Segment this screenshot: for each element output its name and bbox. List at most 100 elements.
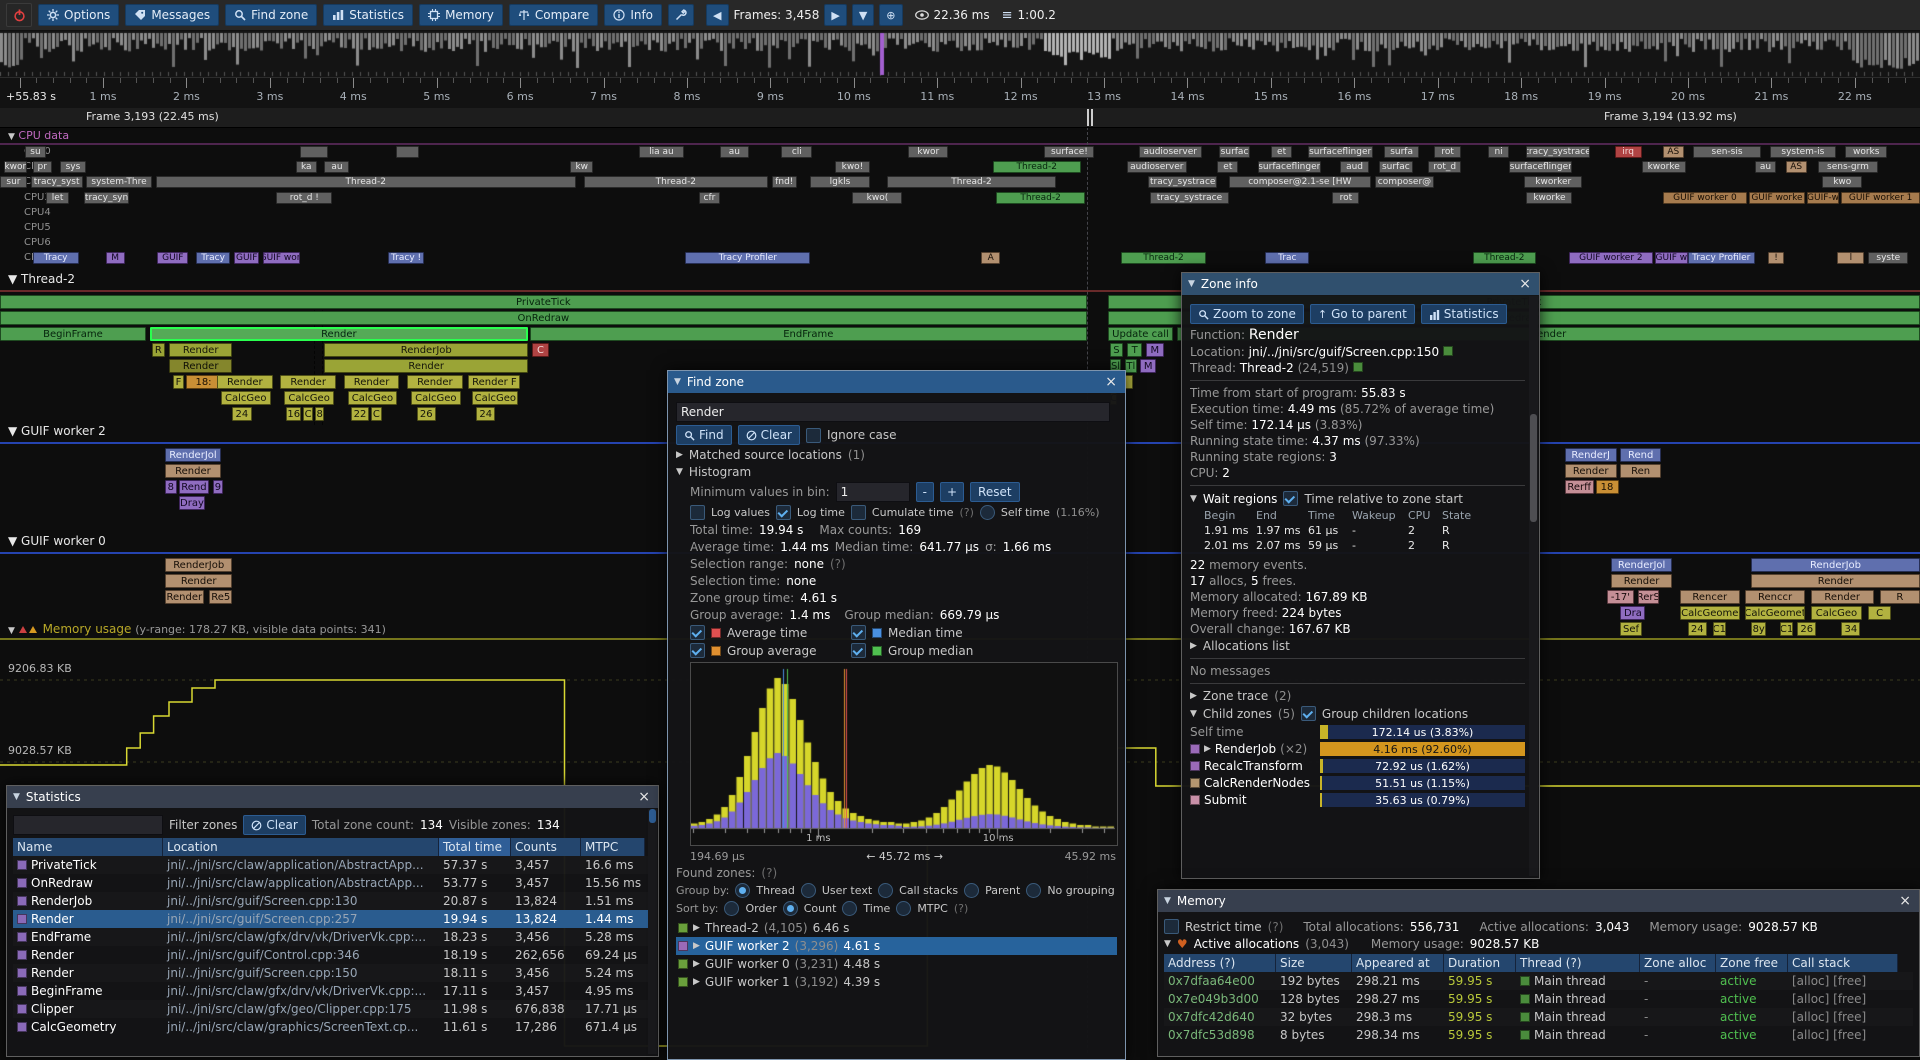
timeline-zone[interactable]: pr [32, 161, 52, 174]
timeline-zone[interactable]: et [1217, 161, 1239, 174]
child-zone-row[interactable]: Self time 172.14 us (3.83%) [1190, 724, 1525, 740]
frame-overview-strip[interactable] [0, 31, 1920, 78]
group-by-radio[interactable] [1026, 883, 1042, 898]
timeline-zone[interactable]: kwo( [852, 191, 903, 204]
stats-row[interactable]: RenderJob jni/../jni/src/guif/Screen.cpp:… [13, 892, 652, 910]
timeline-zone[interactable]: CalcGeo [220, 391, 271, 405]
timeline-zone[interactable]: GUIF worker 2 [1568, 252, 1654, 265]
bin-increase-button[interactable]: + [939, 482, 965, 502]
memory-column-header[interactable]: Address (?) [1164, 954, 1276, 972]
histogram-section-header[interactable]: ▼ Histogram [676, 465, 1117, 479]
timeline-zone[interactable]: surfac [1378, 161, 1414, 174]
timeline-zone[interactable]: M [1146, 343, 1164, 357]
timeline-zone[interactable]: et [1271, 146, 1293, 158]
timeline-zone[interactable]: 24 [232, 407, 252, 421]
timeline-zone[interactable]: -17' [1607, 590, 1634, 604]
timeline-zone[interactable]: 8y [1751, 622, 1767, 636]
sort-by-radio[interactable] [896, 901, 912, 916]
close-icon[interactable]: × [1105, 374, 1117, 390]
close-icon[interactable]: × [1519, 276, 1531, 292]
timeline-zone[interactable]: Update call [1107, 327, 1174, 341]
timeline-zone[interactable]: audioserver [1138, 146, 1202, 158]
timeline-zone[interactable]: A [981, 252, 1001, 265]
timeline-zone[interactable]: Tracy [32, 252, 79, 265]
timeline-zone[interactable]: au [720, 146, 749, 158]
scrollbar-thumb[interactable] [1530, 414, 1537, 522]
timeline-zone[interactable]: PrivateTick [0, 295, 1087, 309]
filter-zones-input[interactable] [13, 815, 163, 835]
child-zone-row[interactable]: CalcRenderNodes 51.51 us (1.15%) [1190, 775, 1525, 791]
memory-column-header[interactable]: Call stack [1788, 954, 1898, 972]
timeline-zone[interactable]: Render [216, 375, 273, 389]
stats-row[interactable]: EndFrame jni/../jni/src/claw/gfx/drv/vk/D… [13, 928, 652, 946]
timeline-zone[interactable]: RenderJ [1564, 448, 1617, 462]
timeline-zone[interactable]: rot [1332, 191, 1360, 204]
timeline-zone[interactable]: cfr [698, 191, 720, 204]
timeline-zone[interactable]: surfaceflinger [1257, 161, 1321, 174]
compare-button[interactable]: Compare [508, 4, 599, 26]
timeline-zone[interactable]: GUIF worker 0 [1662, 191, 1748, 204]
timeline-zone[interactable]: CalcGeo [284, 391, 335, 405]
timeline-zone[interactable]: kwo! [835, 161, 870, 174]
self-time-toggle[interactable] [979, 505, 995, 520]
stats-row[interactable]: Clipper jni/../jni/src/claw/gfx/geo/Clipp… [13, 1000, 652, 1018]
group-by-radio[interactable] [735, 883, 751, 898]
memory-button[interactable]: Memory [419, 4, 503, 26]
timeline-zone[interactable]: system-Thre [86, 176, 152, 189]
timeline-zone[interactable]: AS [1662, 146, 1684, 158]
stats-row[interactable]: PrivateTick jni/../jni/src/claw/applicati… [13, 856, 652, 874]
log-values-checkbox[interactable] [690, 505, 705, 520]
timeline-zone[interactable]: 8 [314, 407, 325, 421]
goto-frame-button[interactable]: ⊕ [879, 4, 903, 26]
log-time-checkbox[interactable] [775, 505, 791, 520]
timeline-zone[interactable]: Render [280, 375, 336, 389]
timeline-zone[interactable]: RenderJob [165, 558, 233, 572]
zone-group-row[interactable]: ▶ GUIF worker 1 (3,192) 4.39 s [676, 973, 1117, 991]
close-icon[interactable]: × [638, 789, 650, 805]
wait-table-row[interactable]: 1.91 ms 1.97 ms 61 µs - 2 R [1204, 524, 1525, 539]
stats-row[interactable]: BeginFrame jni/../jni/src/claw/gfx/drv/vk… [13, 982, 652, 1000]
timeline-zone[interactable]: Tracy Profiler [685, 252, 811, 265]
timeline-zone[interactable]: l [1837, 252, 1865, 265]
timeline-zone[interactable]: Rend [178, 480, 210, 494]
timeline-zone[interactable]: BeginFrame [0, 327, 146, 341]
timeline-zone[interactable]: Tracy [195, 252, 231, 265]
timeline-zone[interactable]: Render F [468, 375, 521, 389]
timeline-zone[interactable]: sens-grm [1818, 161, 1878, 174]
timeline-zone[interactable]: GUIF worker 1 [1841, 191, 1920, 204]
timeline-zone[interactable]: ! [1768, 252, 1784, 265]
zone-info-window-titlebar[interactable]: ▼ Zone info × [1182, 273, 1539, 295]
timeline-zone[interactable]: CalcGeo [472, 391, 519, 405]
timeline-zone[interactable]: M [105, 252, 125, 265]
timeline-zone[interactable]: tracy_systrace [1148, 176, 1218, 189]
stats-column-header[interactable]: Name [13, 838, 163, 856]
timeline-zone[interactable]: Render [1751, 574, 1920, 588]
memory-row[interactable]: 0x7dfc42d640 32 bytes 298.3 ms 59.95 s Main … [1164, 1008, 1913, 1026]
zone-time-histogram[interactable]: 1 ms 10 ms [690, 662, 1118, 846]
child-zone-row[interactable]: Submit 35.63 us (0.79%) [1190, 792, 1525, 808]
stats-column-header[interactable]: MTPC [581, 838, 645, 856]
timeline-zone[interactable]: Ren [1620, 464, 1661, 478]
zone-trace-toggle[interactable]: ▶ Zone trace (2) [1190, 689, 1525, 703]
timeline-zone[interactable]: kwor [908, 146, 949, 158]
legend-checkbox[interactable] [851, 625, 866, 640]
timeline-zone[interactable]: kworker [1524, 176, 1583, 189]
timeline-zone[interactable]: Rencer [1680, 590, 1740, 604]
timeline-zone[interactable]: GUIF w [1655, 252, 1688, 265]
stats-row[interactable]: Render jni/../jni/src/guif/Screen.cpp:150… [13, 964, 652, 982]
group-children-checkbox[interactable] [1300, 706, 1316, 721]
timeline-zone[interactable]: R [1879, 590, 1920, 604]
timeline-zone[interactable]: CalcGeo [347, 391, 398, 405]
group-by-radio[interactable] [800, 883, 816, 898]
timeline-zone[interactable]: au [324, 161, 350, 174]
timeline-zone[interactable]: Tracy ! [387, 252, 425, 265]
info-button[interactable]: Info [604, 4, 663, 26]
options-button[interactable]: Options [38, 4, 120, 26]
timeline-zone[interactable]: audioserver [1127, 161, 1187, 174]
legend-checkbox[interactable] [851, 643, 866, 658]
memory-column-header[interactable]: Thread (?) [1516, 954, 1640, 972]
tools-button[interactable] [668, 4, 695, 26]
legend-checkbox[interactable] [690, 625, 705, 640]
stats-row[interactable]: Render jni/../jni/src/guif/Screen.cpp:257… [13, 910, 652, 928]
timeline-zone[interactable]: AS [1785, 161, 1807, 174]
